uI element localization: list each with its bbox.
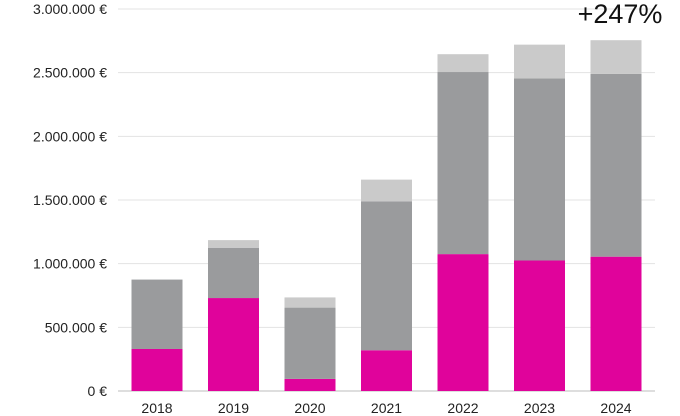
bar-segment-2023-2 (514, 78, 565, 261)
x-tick-label: 2022 (447, 400, 478, 416)
y-tick-label: 1.500.000 € (33, 192, 107, 208)
bar-segment-2019-1 (208, 298, 259, 391)
bar-segment-2020-1 (284, 378, 336, 391)
bar-segment-2021-2 (361, 201, 412, 351)
bar-segment-2021-1 (361, 350, 412, 391)
bars (131, 40, 642, 391)
bar-segment-2018-2 (131, 279, 183, 349)
bar-segment-2021-3 (361, 179, 412, 202)
bar-segment-2020-2 (284, 307, 336, 379)
x-tick-label: 2021 (371, 400, 402, 416)
y-tick-label: 500.000 € (45, 319, 107, 335)
bar-segment-2022-1 (437, 254, 489, 391)
bar-segment-2019-3 (208, 240, 259, 248)
y-tick-label: 3.000.000 € (33, 1, 107, 17)
x-axis: 2018 2019 2020 2021 2022 2023 2024 (141, 400, 631, 416)
y-tick-label: 1.000.000 € (33, 256, 107, 272)
y-tick-label: 2.500.000 € (33, 65, 107, 81)
x-tick-label: 2019 (218, 400, 249, 416)
bar-segment-2023-1 (514, 260, 565, 391)
y-tick-label: 2.000.000 € (33, 128, 107, 144)
bar-segment-2024-1 (590, 256, 642, 391)
bar-segment-2018-1 (131, 348, 183, 391)
x-tick-label: 2023 (524, 400, 555, 416)
x-tick-label: 2018 (141, 400, 172, 416)
x-tick-label: 2020 (294, 400, 325, 416)
growth-annotation: +247% (578, 0, 663, 29)
x-tick-label: 2024 (600, 400, 631, 416)
bar-segment-2022-2 (437, 72, 489, 255)
bar-segment-2024-3 (590, 40, 642, 74)
bar-segment-2022-3 (437, 54, 489, 73)
bar-segment-2020-3 (284, 297, 336, 308)
bar-segment-2024-2 (590, 73, 642, 257)
bar-segment-2023-3 (514, 44, 565, 79)
y-axis: 0 € 500.000 € 1.000.000 € 1.500.000 € 2.000.… (33, 1, 107, 399)
y-tick-label: 0 € (88, 383, 108, 399)
bar-segment-2019-2 (208, 247, 259, 299)
